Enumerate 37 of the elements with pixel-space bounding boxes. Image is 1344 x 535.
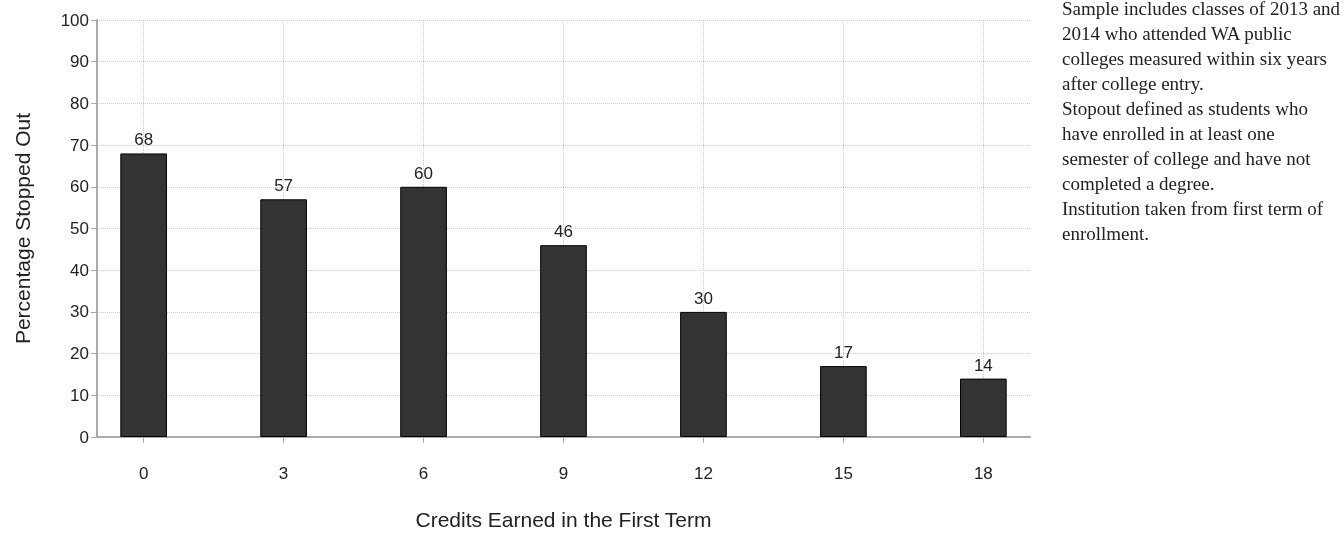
data-label: 68 [134,130,154,150]
text: Sample includes classes of 2013 and 2014 who attended WA public colleges measured within six years after college entry. [1062,0,1342,96]
y-tick-label: 20 [70,344,89,364]
y-tick-label: 100 [60,10,89,30]
x-tick-label: 15 [833,464,853,483]
x-tick-label: 12 [693,464,713,483]
bar [260,199,307,437]
text: Institution taken from first term of enrollment. [1062,197,1325,246]
x-tick-label: 3 [278,464,289,483]
x-tick-label: 9 [558,464,569,483]
y-tick-label: 0 [79,427,89,447]
y-tick-label: 10 [70,385,89,405]
data-label: 14 [973,355,993,375]
bar [820,366,867,437]
data-label: 46 [554,222,573,242]
data-label: 30 [693,288,713,308]
y-tick-label: 30 [70,302,89,322]
y-tick-label: 40 [70,260,89,280]
y-tick-label: 70 [70,135,89,155]
bar [680,311,727,437]
data-label: 17 [833,343,853,363]
text: Stopout defined as students who have enrolled in at least one semester of college and have not completed a degree. [1062,97,1312,196]
y-tick-label: 80 [70,93,89,113]
y-tick-label: 60 [70,177,89,197]
data-label: 57 [274,176,294,196]
x-tick-label: 0 [138,464,149,483]
y-tick-label: 90 [70,52,89,72]
bar [120,153,167,437]
bar [540,245,587,437]
x-axis-title: Credits Earned in the First Term [415,508,712,531]
bar [960,378,1007,437]
data-label: 60 [414,163,434,183]
y-axis-title: Percentage Stopped Out [11,112,34,345]
x-tick-label: 18 [973,464,993,483]
x-tick-label: 6 [418,464,429,483]
bar [400,186,447,437]
y-tick-label: 50 [70,219,89,238]
